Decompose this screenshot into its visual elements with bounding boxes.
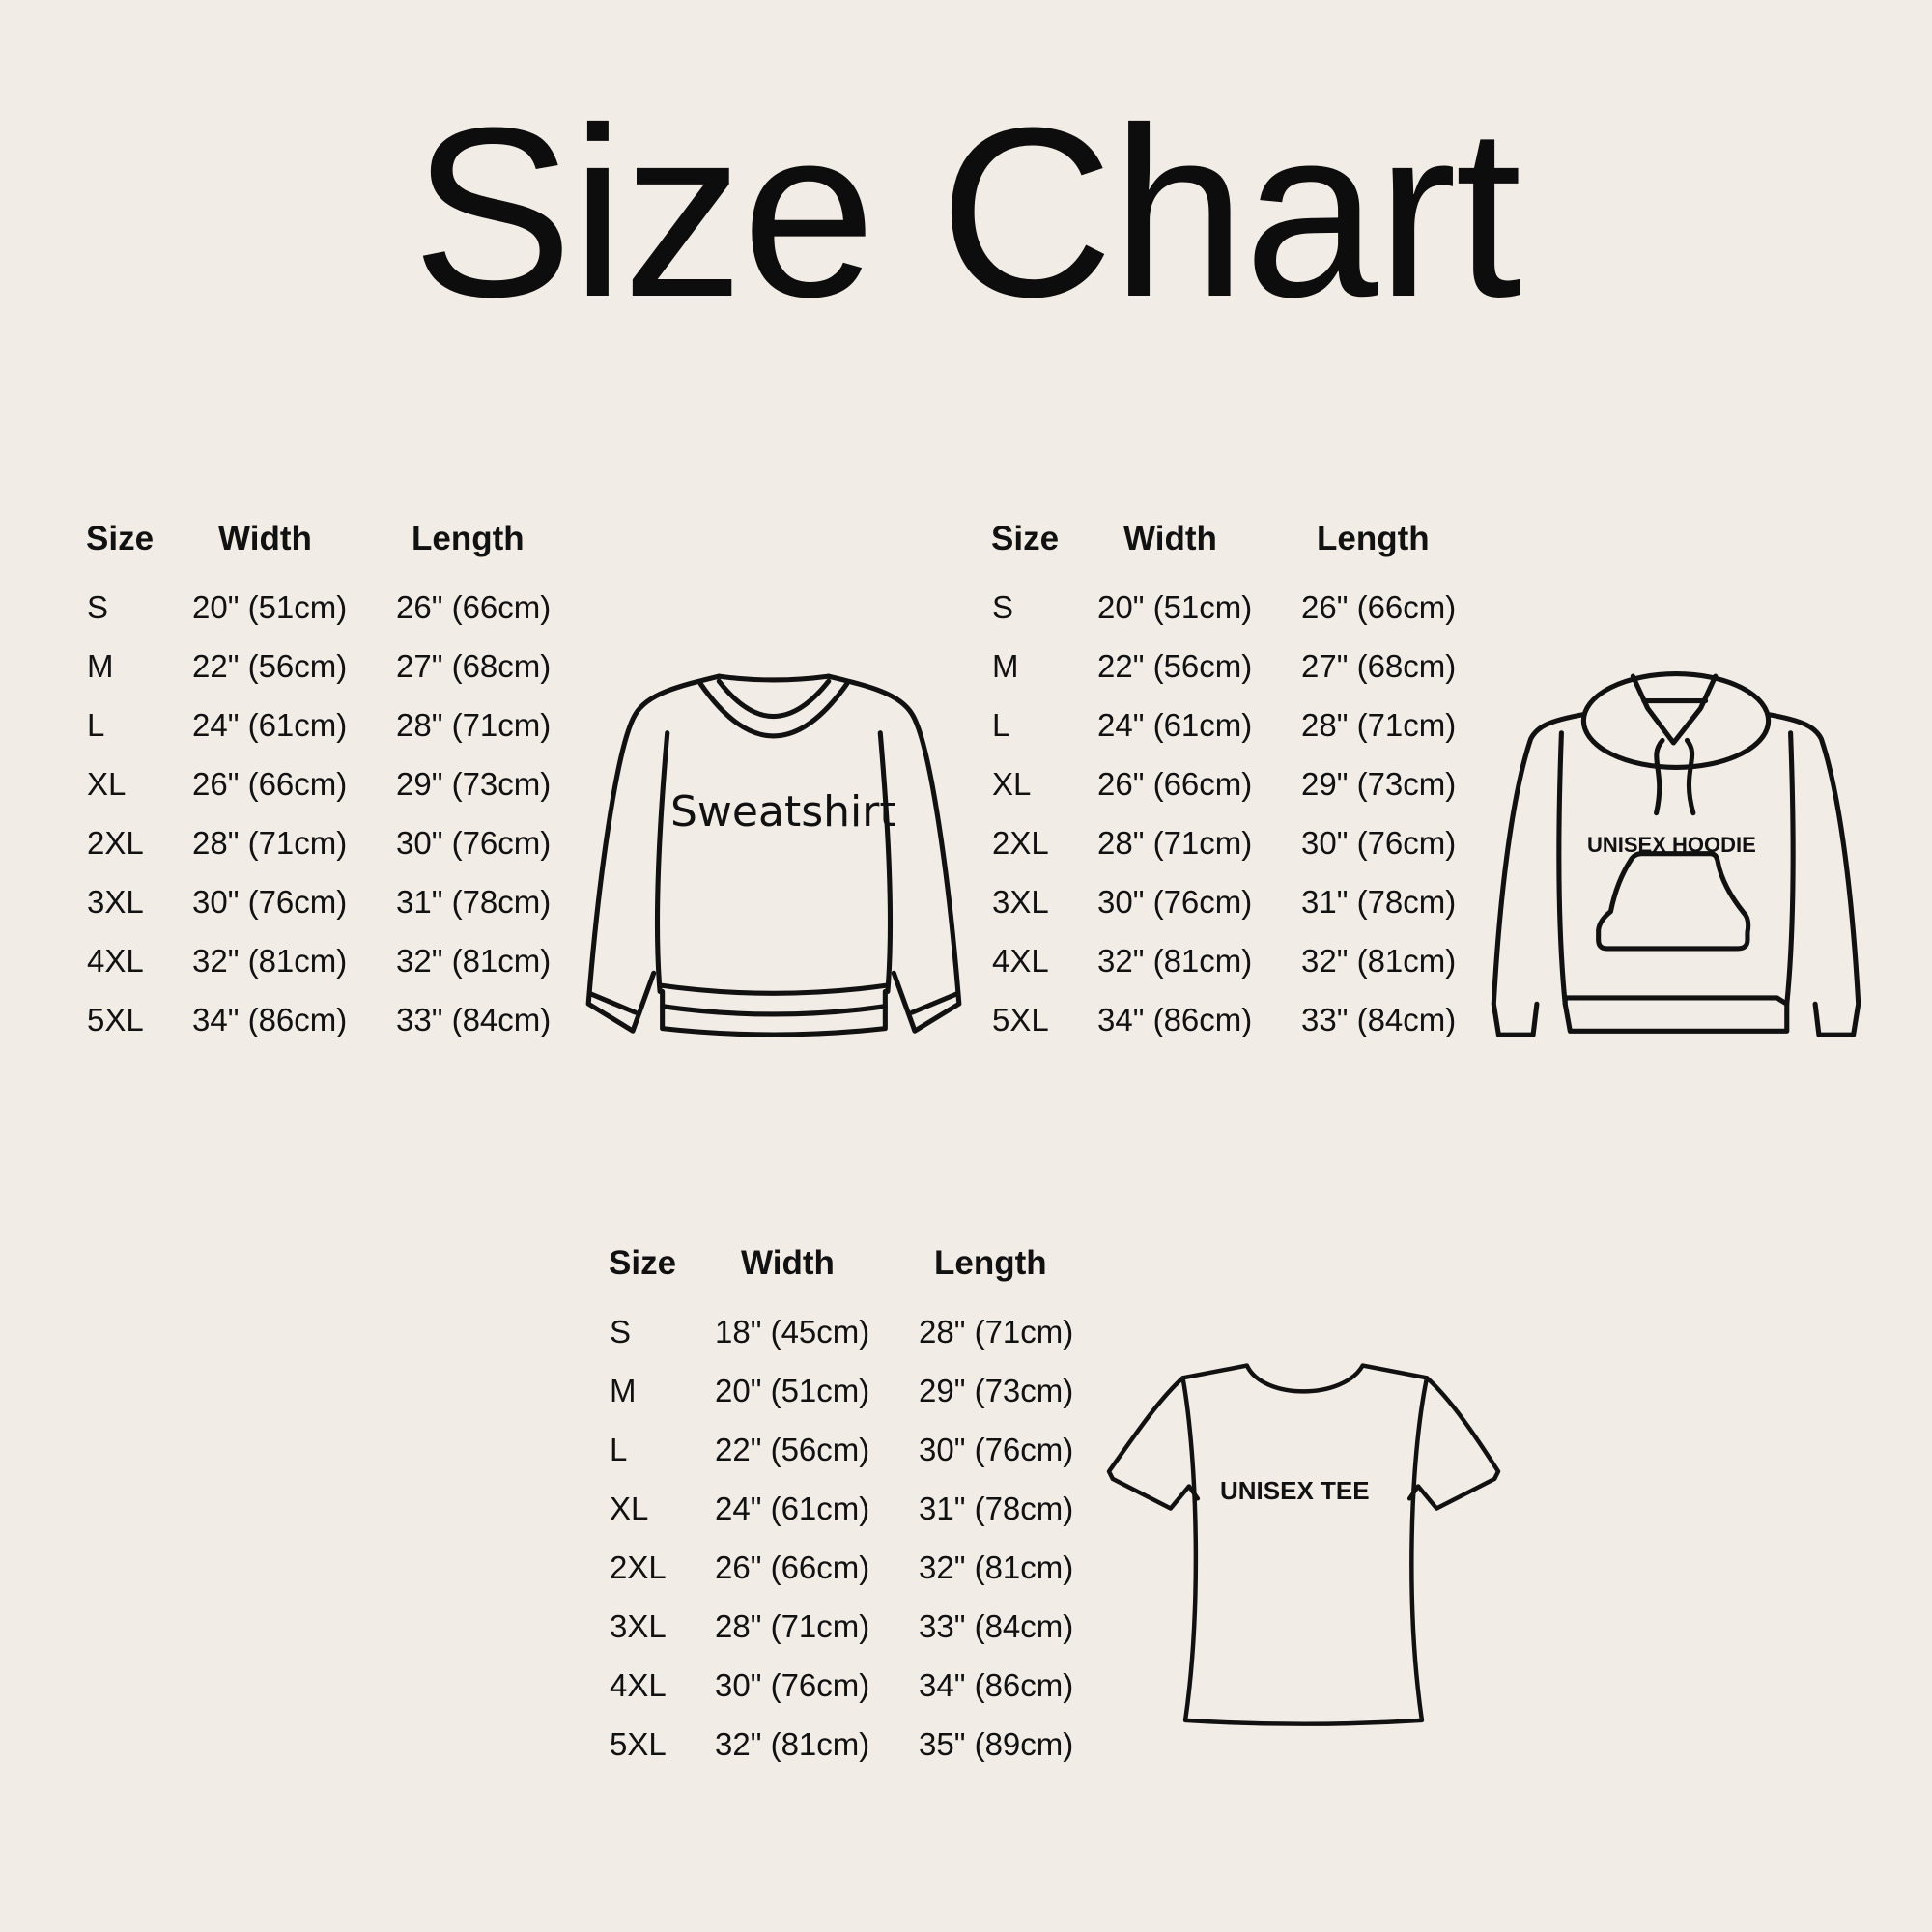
table-cell-size: 5XL <box>992 1002 1049 1037</box>
table-cell-width: 22" (56cm) <box>1097 648 1253 684</box>
table-cell-width: 30" (76cm) <box>715 1667 870 1703</box>
table-cell-size: L <box>87 707 105 743</box>
column-header-size: Size <box>609 1244 677 1282</box>
table-cell-width: 20" (51cm) <box>192 589 348 625</box>
tee-label: UNISEX TEE <box>1220 1476 1370 1505</box>
table-cell-width: 30" (76cm) <box>192 884 348 920</box>
table-cell-length: 27" (68cm) <box>396 648 552 684</box>
column-header-length: Length <box>934 1244 1047 1282</box>
table-cell-size: S <box>610 1314 632 1350</box>
table-cell-length: 28" (71cm) <box>1301 707 1457 743</box>
table-cell-size: M <box>87 648 114 684</box>
table-cell-size: M <box>610 1373 637 1408</box>
table-cell-width: 18" (45cm) <box>715 1314 870 1350</box>
table-cell-length: 26" (66cm) <box>396 589 552 625</box>
sweatshirt-icon: Sweatshirt <box>585 671 962 1037</box>
sweatshirt-label: Sweatshirt <box>670 787 896 837</box>
table-cell-length: 29" (73cm) <box>396 766 552 802</box>
table-cell-size: 5XL <box>610 1726 667 1762</box>
table-cell-width: 24" (61cm) <box>715 1491 870 1526</box>
table-cell-size: XL <box>992 766 1032 802</box>
table-cell-length: 29" (73cm) <box>1301 766 1457 802</box>
page-title: Size Chart <box>412 77 1521 347</box>
hoodie-label: UNISEX HOODIE <box>1587 833 1756 857</box>
table-cell-size: 2XL <box>992 825 1049 861</box>
table-cell-size: 5XL <box>87 1002 144 1037</box>
table-cell-size: 4XL <box>610 1667 667 1703</box>
table-cell-length: 31" (78cm) <box>1301 884 1457 920</box>
table-cell-size: XL <box>87 766 127 802</box>
column-header-length: Length <box>1317 520 1430 557</box>
table-cell-length: 30" (76cm) <box>396 825 552 861</box>
table-cell-size: 3XL <box>992 884 1049 920</box>
table-cell-size: 4XL <box>87 943 144 979</box>
table-cell-length: 28" (71cm) <box>919 1314 1074 1350</box>
table-cell-width: 32" (81cm) <box>1097 943 1253 979</box>
column-header-width: Width <box>741 1244 835 1282</box>
table-cell-width: 22" (56cm) <box>715 1432 870 1467</box>
table-cell-size: 4XL <box>992 943 1049 979</box>
table-cell-length: 30" (76cm) <box>1301 825 1457 861</box>
table-cell-width: 24" (61cm) <box>192 707 348 743</box>
table-cell-size: 2XL <box>87 825 144 861</box>
table-cell-size: XL <box>610 1491 649 1526</box>
table-cell-length: 34" (86cm) <box>919 1667 1074 1703</box>
table-cell-width: 26" (66cm) <box>715 1549 870 1585</box>
table-cell-width: 26" (66cm) <box>1097 766 1253 802</box>
table-cell-width: 28" (71cm) <box>1097 825 1253 861</box>
table-cell-width: 22" (56cm) <box>192 648 348 684</box>
table-cell-size: 3XL <box>610 1608 667 1644</box>
table-cell-size: L <box>992 707 1010 743</box>
table-cell-width: 20" (51cm) <box>715 1373 870 1408</box>
column-header-width: Width <box>1123 520 1217 557</box>
hoodie-icon: UNISEX HOODIE <box>1491 671 1861 1038</box>
column-header-length: Length <box>412 520 525 557</box>
column-header-size: Size <box>991 520 1060 557</box>
table-cell-length: 31" (78cm) <box>396 884 552 920</box>
table-cell-width: 34" (86cm) <box>1097 1002 1253 1037</box>
table-cell-length: 32" (81cm) <box>919 1549 1074 1585</box>
table-cell-width: 34" (86cm) <box>192 1002 348 1037</box>
table-cell-length: 33" (84cm) <box>919 1608 1074 1644</box>
table-cell-size: S <box>87 589 109 625</box>
table-cell-size: M <box>992 648 1019 684</box>
table-cell-length: 32" (81cm) <box>1301 943 1457 979</box>
table-cell-size: 3XL <box>87 884 144 920</box>
table-cell-width: 28" (71cm) <box>715 1608 870 1644</box>
table-cell-size: 2XL <box>610 1549 667 1585</box>
column-header-size: Size <box>86 520 155 557</box>
column-header-width: Width <box>218 520 312 557</box>
table-cell-width: 20" (51cm) <box>1097 589 1253 625</box>
table-cell-width: 24" (61cm) <box>1097 707 1253 743</box>
table-cell-width: 26" (66cm) <box>192 766 348 802</box>
table-cell-length: 33" (84cm) <box>396 1002 552 1037</box>
table-cell-length: 31" (78cm) <box>919 1491 1074 1526</box>
table-cell-size: L <box>610 1432 628 1467</box>
table-cell-length: 27" (68cm) <box>1301 648 1457 684</box>
table-cell-length: 32" (81cm) <box>396 943 552 979</box>
table-cell-length: 30" (76cm) <box>919 1432 1074 1467</box>
table-cell-width: 32" (81cm) <box>192 943 348 979</box>
tshirt-icon: UNISEX TEE <box>1106 1363 1501 1726</box>
table-cell-length: 29" (73cm) <box>919 1373 1074 1408</box>
table-cell-length: 28" (71cm) <box>396 707 552 743</box>
table-cell-width: 32" (81cm) <box>715 1726 870 1762</box>
table-cell-size: S <box>992 589 1014 625</box>
table-cell-width: 30" (76cm) <box>1097 884 1253 920</box>
table-cell-width: 28" (71cm) <box>192 825 348 861</box>
table-cell-length: 26" (66cm) <box>1301 589 1457 625</box>
table-cell-length: 35" (89cm) <box>919 1726 1074 1762</box>
table-cell-length: 33" (84cm) <box>1301 1002 1457 1037</box>
